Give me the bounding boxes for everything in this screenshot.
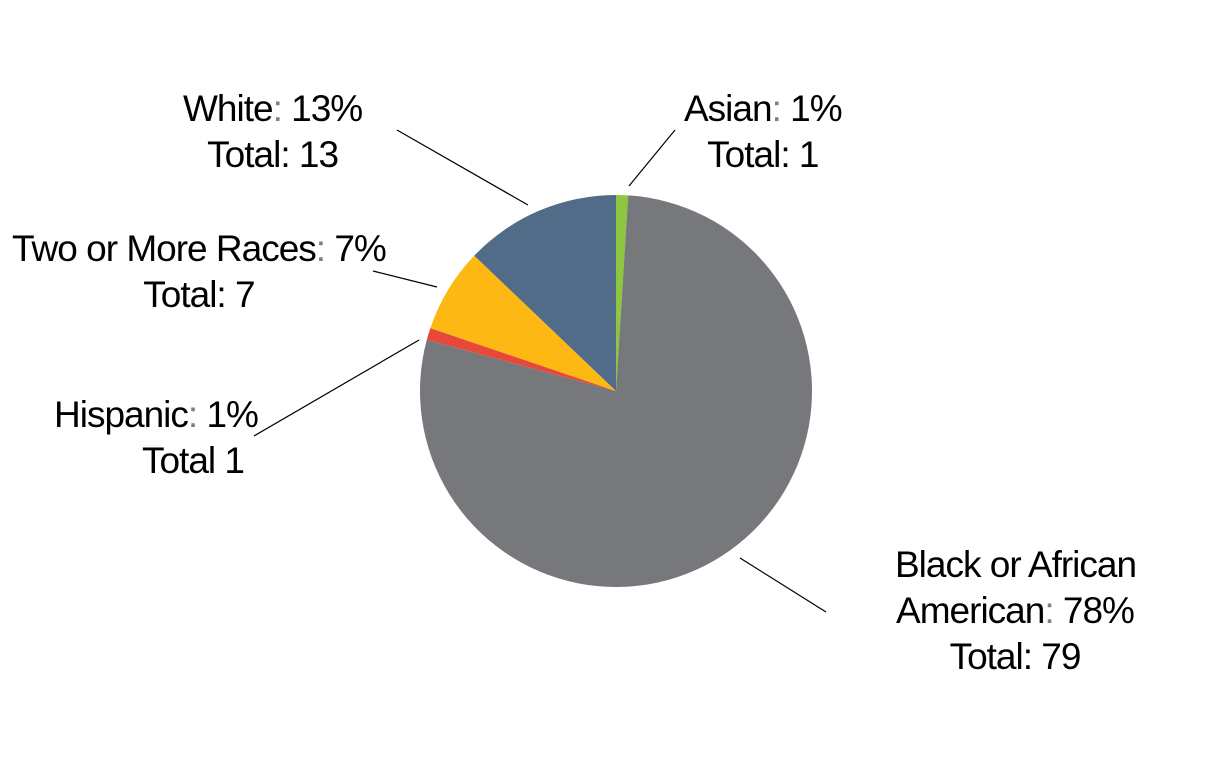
pie-slice-two-or-more-races [430, 255, 616, 391]
data-label-two-or-more-races: Two or More Races: 7% Total: 7 [12, 228, 387, 315]
slice-percent: 1% [790, 88, 842, 129]
slice-name-line2: American [896, 590, 1045, 631]
total-label: Total [207, 134, 281, 175]
slice-name: White [183, 88, 274, 129]
slice-total: 79 [1041, 636, 1081, 677]
slice-percent: 7% [334, 228, 386, 269]
pie-slices [420, 195, 812, 587]
pie-slice-white [474, 195, 616, 391]
pie-slice-asian [616, 195, 629, 391]
slice-name: Two or More Races [12, 228, 317, 269]
leader-line-black [739, 557, 827, 613]
data-label-black-or-african-american: Black or African American: 78% Total: 79 [895, 544, 1137, 677]
total-label: Total [143, 274, 217, 315]
slice-total: 1 [224, 440, 245, 481]
total-label: Total [707, 134, 781, 175]
pie-slice-black-or-african-american [420, 195, 812, 587]
pie-slice-hispanic [426, 328, 616, 391]
leader-line-white [396, 129, 529, 206]
slice-name-line1: Black or African [895, 544, 1137, 585]
slice-name: Hispanic [54, 394, 189, 435]
leader-line-hispanic [253, 339, 420, 437]
leader-line-two-or-more [372, 270, 438, 288]
leader-line-asian [628, 129, 676, 187]
slice-percent: 13% [291, 88, 363, 129]
slice-percent: 1% [206, 394, 258, 435]
slice-total: 1 [798, 134, 820, 175]
leader-lines [253, 129, 827, 613]
total-label: Total [949, 636, 1024, 677]
slice-percent: 78% [1062, 590, 1135, 631]
slice-name: Asian [684, 88, 773, 129]
data-label-asian: Asian: 1% Total: 1 [684, 88, 843, 175]
slice-total: 13 [298, 134, 339, 175]
total-label: Total [141, 440, 216, 481]
slice-total: 7 [234, 274, 256, 315]
data-label-white: White: 13% Total: 13 [183, 88, 363, 175]
data-label-hispanic: Hispanic: 1% Total 1 [54, 394, 259, 481]
